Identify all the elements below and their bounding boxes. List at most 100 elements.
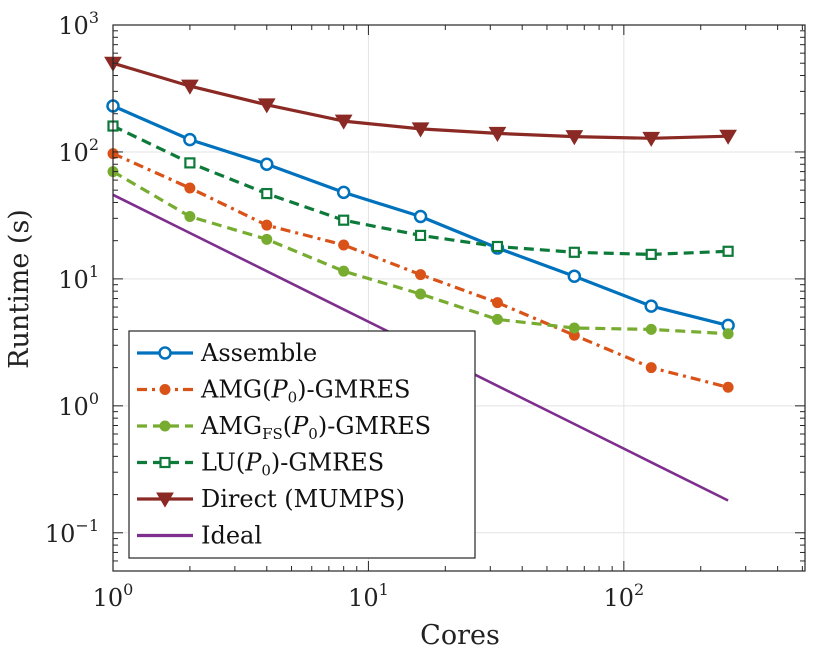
data-point bbox=[415, 269, 427, 281]
legend-label-part: Assemble bbox=[200, 339, 317, 367]
legend-label-part: ( bbox=[283, 412, 292, 440]
data-point bbox=[645, 362, 657, 374]
legend-label-part: )-GMRES bbox=[297, 376, 410, 404]
legend-item: Ideal bbox=[137, 522, 262, 550]
data-point bbox=[338, 214, 350, 226]
legend-label: Direct (MUMPS) bbox=[201, 485, 405, 513]
data-point bbox=[336, 185, 351, 200]
data-point bbox=[414, 229, 427, 242]
y-tick-label: 100 bbox=[58, 389, 99, 421]
data-point bbox=[568, 246, 580, 258]
data-point bbox=[257, 98, 276, 114]
y-tick-label-exponent: −1 bbox=[75, 516, 99, 535]
legend-label: Ideal bbox=[201, 522, 262, 550]
data-point bbox=[261, 219, 273, 231]
data-point bbox=[644, 299, 658, 313]
data-point bbox=[719, 129, 737, 145]
legend-label-part: 0 bbox=[288, 389, 298, 407]
x-tick-label-exponent: 1 bbox=[379, 580, 389, 599]
x-tick-label-base: 10 bbox=[603, 584, 634, 612]
y-axis-label: Runtime (s) bbox=[4, 209, 35, 369]
legend-label: LU(P0)-GMRES bbox=[201, 449, 384, 480]
data-point bbox=[491, 297, 503, 309]
legend-swatch-marker bbox=[159, 456, 171, 469]
x-axis-label: Cores bbox=[420, 620, 500, 651]
legend-label-part: Ideal bbox=[201, 522, 262, 550]
y-tick-label-base: 10 bbox=[58, 139, 89, 167]
y-tick-label-exponent: 3 bbox=[89, 8, 99, 27]
axes-box bbox=[112, 24, 806, 572]
data-point bbox=[567, 269, 582, 283]
y-tick-label: 101 bbox=[58, 262, 99, 294]
data-point bbox=[260, 157, 274, 171]
y-tick-label: 10−1 bbox=[45, 516, 99, 548]
y-tick-label-exponent: 0 bbox=[89, 389, 99, 408]
x-tick-label-exponent: 2 bbox=[634, 580, 644, 599]
data-point bbox=[181, 79, 199, 95]
legend-label-part: FS bbox=[262, 425, 283, 443]
legend-label-part: P bbox=[291, 412, 309, 440]
x-tick-label: 102 bbox=[603, 580, 644, 612]
legend-item: AMGFS(P0)-GMRES bbox=[137, 412, 431, 443]
legend-label-part: AMG( bbox=[200, 376, 271, 404]
legend-label-part: )-GMRES bbox=[271, 449, 384, 477]
y-tick-label: 103 bbox=[58, 8, 99, 40]
legend-item: LU(P0)-GMRES bbox=[137, 449, 384, 480]
y-tick-label-exponent: 2 bbox=[89, 135, 99, 154]
axes-layer bbox=[112, 24, 806, 572]
data-point bbox=[568, 322, 580, 334]
legend-label-part: 0 bbox=[308, 425, 318, 443]
series-amgfs-p0-gmres bbox=[107, 166, 734, 340]
x-tick-label-base: 10 bbox=[348, 584, 379, 612]
legend-label-part: )-GMRES bbox=[318, 412, 431, 440]
data-point bbox=[722, 381, 734, 393]
data-point bbox=[722, 328, 734, 340]
legend-swatch-marker bbox=[158, 346, 172, 360]
legend-label: AMGFS(P0)-GMRES bbox=[200, 412, 431, 443]
x-tick-label-base: 10 bbox=[93, 584, 124, 612]
legend-label: AMG(P0)-GMRES bbox=[200, 376, 410, 407]
legend: AssembleAMG(P0)-GMRESAMGFS(P0)-GMRESLU(P… bbox=[128, 330, 476, 559]
x-tick-label: 100 bbox=[93, 580, 134, 612]
data-point bbox=[413, 209, 428, 224]
data-point bbox=[488, 126, 507, 142]
y-tick-label-base: 10 bbox=[58, 393, 89, 421]
data-point bbox=[645, 248, 657, 260]
y-tick-label-base: 10 bbox=[58, 266, 89, 294]
data-point bbox=[645, 323, 657, 335]
legend-label: Assemble bbox=[200, 339, 317, 367]
data-point bbox=[565, 130, 584, 146]
data-point bbox=[261, 233, 273, 245]
data-point bbox=[338, 239, 350, 251]
legend-swatch-marker bbox=[159, 420, 171, 432]
data-point bbox=[261, 187, 273, 200]
data-point bbox=[411, 122, 430, 138]
data-point bbox=[184, 182, 196, 194]
series-line bbox=[112, 170, 729, 336]
legend-swatch-marker bbox=[159, 384, 171, 395]
y-tick-label-base: 10 bbox=[45, 520, 76, 548]
data-point bbox=[722, 245, 734, 257]
x-tick-label: 101 bbox=[348, 580, 389, 612]
data-point bbox=[184, 157, 196, 169]
data-point bbox=[491, 240, 504, 253]
legend-swatch-marker bbox=[156, 492, 174, 508]
legend-label-part: LU( bbox=[201, 449, 245, 477]
legend-box bbox=[128, 330, 476, 559]
legend-item: Direct (MUMPS) bbox=[137, 485, 405, 513]
data-point bbox=[334, 114, 353, 130]
y-tick-label-exponent: 1 bbox=[89, 262, 99, 281]
y-tick-label-base: 10 bbox=[58, 12, 89, 40]
data-point bbox=[491, 313, 503, 325]
legend-item: Assemble bbox=[137, 339, 317, 367]
legend-item: AMG(P0)-GMRES bbox=[137, 376, 410, 407]
data-point bbox=[184, 211, 196, 223]
legend-label-part: AMG bbox=[200, 412, 262, 440]
data-point bbox=[183, 132, 197, 147]
series-layer bbox=[104, 56, 737, 502]
legend-label-part: Direct (MUMPS) bbox=[201, 485, 405, 513]
data-point bbox=[642, 131, 661, 147]
legend-label-part: 0 bbox=[261, 462, 271, 480]
